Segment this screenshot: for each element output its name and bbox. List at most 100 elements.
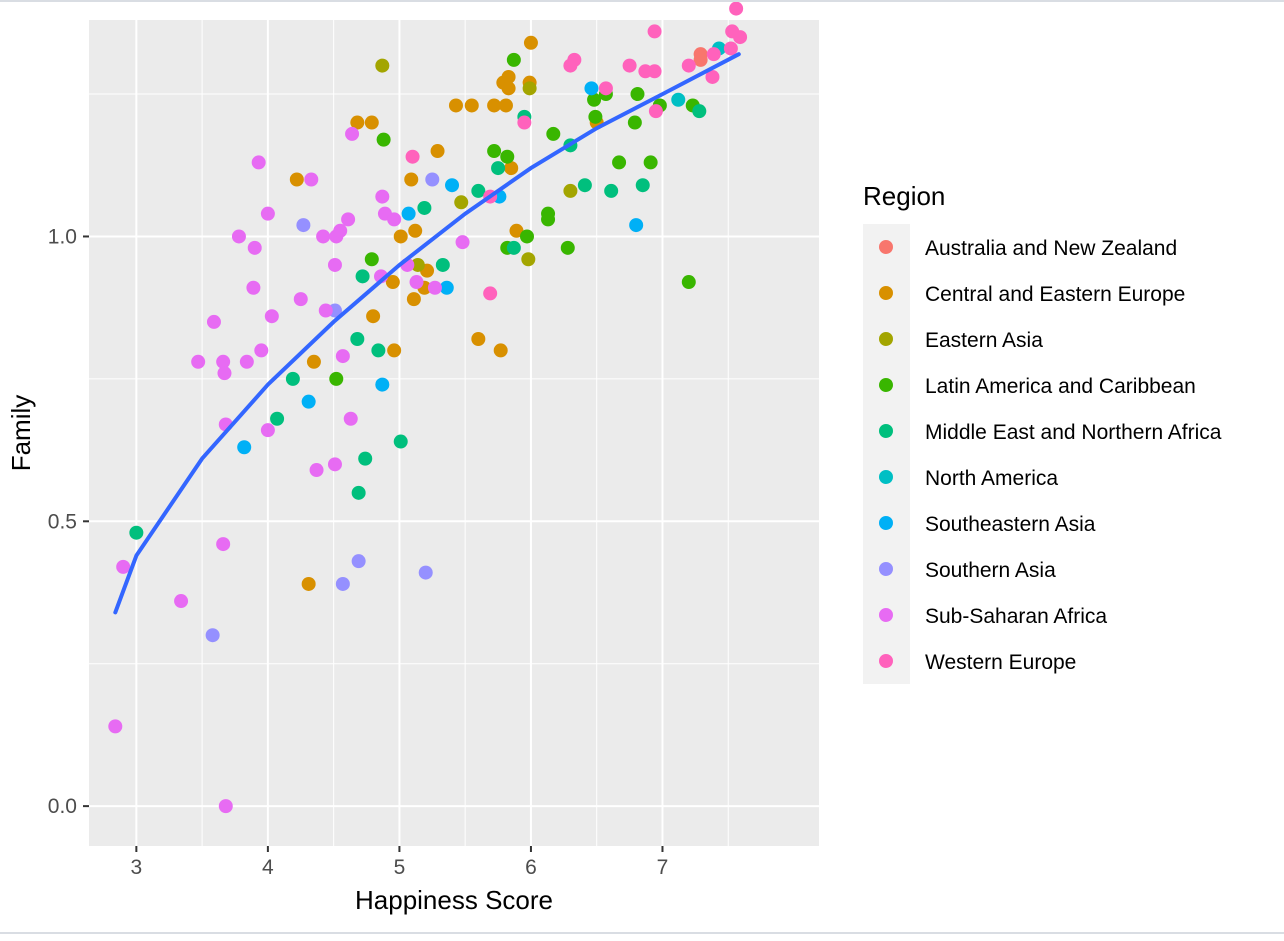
data-point	[723, 41, 738, 56]
data-point	[417, 200, 432, 215]
data-point	[375, 377, 390, 392]
data-point	[523, 35, 538, 50]
legend-key-background	[863, 224, 910, 684]
data-point	[410, 257, 425, 272]
data-point	[335, 349, 350, 364]
data-point	[604, 183, 619, 198]
data-point	[260, 206, 275, 221]
legend-swatch	[879, 562, 893, 576]
data-point	[464, 98, 479, 113]
data-point	[393, 434, 408, 449]
x-tick-label: 3	[131, 856, 143, 879]
legend-title: Region	[863, 181, 945, 211]
data-point	[577, 178, 592, 193]
data-point	[627, 115, 642, 130]
legend-swatch	[879, 332, 893, 346]
data-points	[108, 1, 748, 814]
data-point	[643, 155, 658, 170]
data-point	[408, 223, 423, 238]
data-point	[301, 576, 316, 591]
data-point	[509, 223, 524, 238]
legend-swatch	[879, 424, 893, 438]
data-point	[471, 332, 486, 347]
data-point	[622, 58, 637, 73]
data-point	[501, 69, 516, 84]
legend-label: Central and Eastern Europe	[925, 283, 1185, 306]
data-point	[264, 309, 279, 324]
data-point	[439, 280, 454, 295]
x-tick-label: 5	[394, 856, 406, 879]
data-point	[483, 286, 498, 301]
minor-gridlines	[89, 20, 819, 846]
data-point	[251, 155, 266, 170]
data-point	[270, 411, 285, 426]
data-point	[364, 115, 379, 130]
data-point	[387, 212, 402, 227]
data-point	[501, 81, 516, 96]
data-point	[375, 189, 390, 204]
data-point	[430, 144, 445, 159]
data-point	[705, 69, 720, 84]
x-tick-label: 6	[525, 856, 537, 879]
legend-label: Middle East and Northern Africa	[925, 421, 1222, 444]
data-point	[733, 30, 748, 45]
data-point	[671, 92, 686, 107]
data-point	[517, 115, 532, 130]
data-point	[231, 229, 246, 244]
data-point	[206, 314, 221, 329]
data-point	[522, 81, 537, 96]
legend-label: Western Europe	[925, 651, 1076, 674]
data-point	[692, 104, 707, 119]
x-tick-label: 4	[262, 856, 274, 879]
data-point	[216, 537, 231, 552]
data-point	[333, 223, 348, 238]
data-point	[327, 457, 342, 472]
plot-panel	[89, 20, 819, 846]
legend-swatch	[879, 240, 893, 254]
data-point	[647, 64, 662, 79]
legend-label: Australia and New Zealand	[925, 237, 1177, 260]
data-point	[500, 149, 515, 164]
data-point	[541, 212, 556, 227]
x-tick-label: 7	[657, 856, 669, 879]
major-gridlines	[89, 20, 819, 846]
data-point	[448, 98, 463, 113]
legend-label: Southern Asia	[925, 559, 1056, 582]
data-point	[487, 144, 502, 159]
data-point	[393, 229, 408, 244]
data-point	[108, 719, 123, 734]
data-point	[218, 799, 233, 814]
data-point	[335, 576, 350, 591]
data-point	[355, 269, 370, 284]
data-point	[376, 132, 391, 147]
legend-swatch	[879, 608, 893, 622]
data-point	[296, 218, 311, 233]
data-point	[375, 58, 390, 73]
y-tick-label: 0.0	[48, 795, 77, 818]
data-point	[316, 229, 331, 244]
data-point	[729, 1, 744, 16]
data-point	[358, 451, 373, 466]
data-point	[567, 52, 582, 67]
data-point	[289, 172, 304, 187]
data-point	[387, 343, 402, 358]
data-point	[491, 161, 506, 176]
legend-label: Latin America and Caribbean	[925, 375, 1196, 398]
data-point	[293, 292, 308, 307]
data-point	[329, 371, 344, 386]
x-axis-label: Happiness Score	[355, 885, 553, 915]
legend-label: North America	[925, 467, 1058, 490]
data-point	[471, 183, 486, 198]
legend-swatch	[879, 470, 893, 484]
data-point	[350, 115, 365, 130]
data-point	[247, 240, 262, 255]
axis-ticks	[83, 235, 664, 852]
data-point	[445, 178, 460, 193]
data-point	[409, 275, 424, 290]
legend-swatch	[879, 286, 893, 300]
data-point	[350, 332, 365, 347]
data-point	[629, 218, 644, 233]
data-point	[487, 98, 502, 113]
